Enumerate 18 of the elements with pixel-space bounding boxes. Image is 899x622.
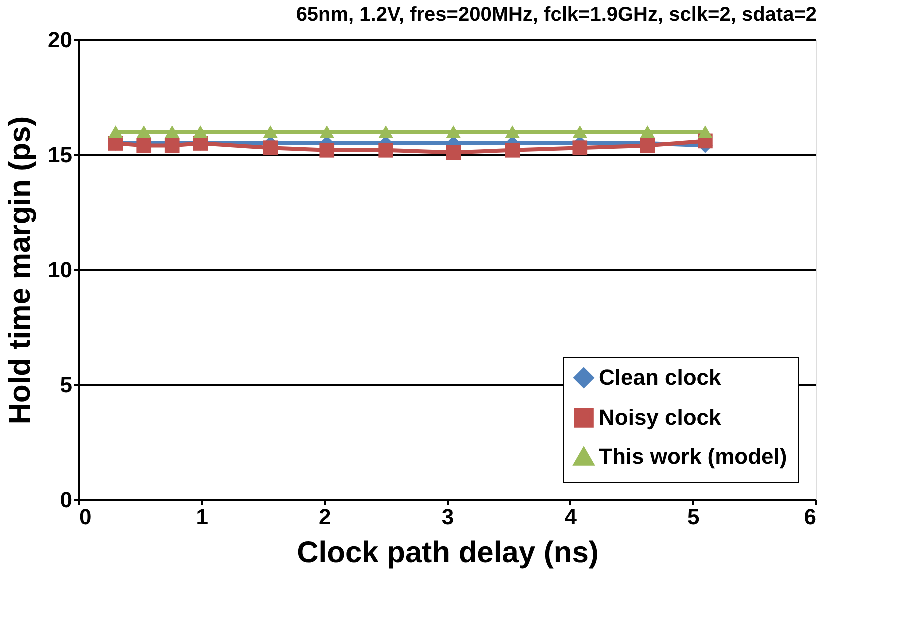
y-tick-label: 10 (48, 258, 72, 282)
y-tick-label: 5 (60, 372, 72, 398)
legend-label: Clean clock (599, 365, 722, 390)
x-tick-label: 5 (688, 504, 700, 530)
x-tick-label: 0 (80, 504, 92, 530)
x-tick-label: 2 (319, 504, 332, 530)
x-axis-title: Clock path delay (ns) (297, 536, 599, 570)
x-tick-label: 3 (442, 504, 454, 530)
y-axis-title: Hold time margin (ps) (4, 116, 38, 425)
y-tick-label: 15 (48, 142, 72, 168)
legend-label: This work (model) (599, 444, 788, 469)
x-tick-label: 1 (196, 504, 208, 530)
y-tick-label: 20 (48, 28, 72, 52)
x-tick-label: 4 (564, 504, 578, 530)
x-tick-label: 6 (804, 504, 816, 530)
chart-title: 65nm, 1.2V, fres=200MHz, fclk=1.9GHz, sclk=2, sdata=2 (296, 4, 817, 26)
legend-label: Noisy clock (599, 405, 722, 430)
y-tick-label: 0 (60, 488, 72, 512)
